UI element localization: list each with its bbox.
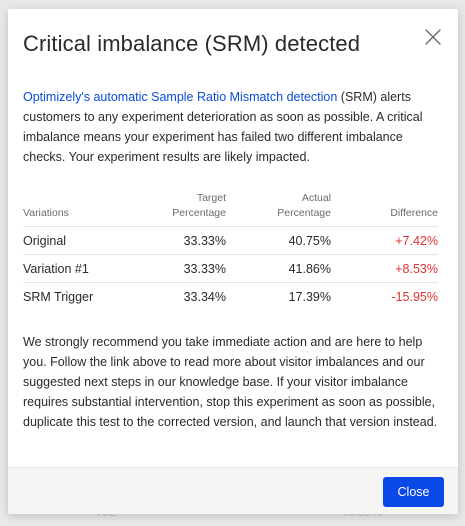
variation-name: Original	[23, 226, 133, 255]
variation-name: SRM Trigger	[23, 289, 94, 304]
srm-dialog: Critical imbalance (SRM) detected Optimi…	[8, 9, 458, 514]
variation-name: Variation #1	[23, 254, 133, 283]
table-header-row: Variations Target Percentage Actual Percen…	[23, 191, 438, 227]
srm-detection-link[interactable]: Optimizely's automatic Sample Ratio Mism…	[23, 90, 338, 104]
dialog-title: Critical imbalance (SRM) detected	[23, 31, 361, 56]
imbalance-table: Variations Target Percentage Actual Percen…	[23, 191, 438, 311]
difference-value: -15.95%	[391, 289, 438, 304]
actual-percentage: 41.86%	[226, 254, 331, 283]
actual-percentage: 17.39%	[288, 289, 331, 304]
actual-percentage: 40.75%	[226, 226, 331, 255]
target-percentage: 33.34%	[183, 289, 226, 304]
dialog-footer: Close	[8, 467, 458, 514]
difference-value: +7.42%	[331, 226, 438, 255]
target-percentage: 33.33%	[133, 254, 226, 283]
recommendation-text: We strongly recommend you take immediate…	[23, 335, 438, 429]
header-variations: Variations	[23, 191, 133, 227]
difference-value: +8.53%	[331, 254, 438, 283]
intro-text: Optimizely's automatic Sample Ratio Mism…	[23, 87, 448, 167]
header-target-percentage: Target Percentage	[133, 191, 226, 227]
close-button[interactable]: Close	[383, 477, 444, 507]
target-percentage: 33.33%	[133, 226, 226, 255]
header-difference: Difference	[331, 191, 438, 227]
table-row: SRM Trigger 33.34% 17.39% -15.95%	[23, 283, 438, 311]
table-row: Original 33.33% 40.75% +7.42%	[23, 226, 438, 255]
intro-body: (SRM) alerts customers to any experiment…	[23, 90, 423, 164]
close-icon[interactable]	[420, 24, 446, 50]
table-row: Variation #1 33.33% 41.86% +8.53%	[23, 254, 438, 283]
header-actual-percentage: Actual Percentage	[226, 191, 331, 227]
